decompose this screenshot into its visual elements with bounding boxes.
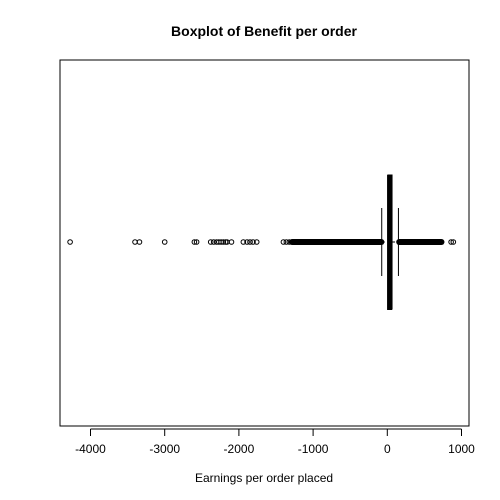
x-tick-label: 0 bbox=[384, 442, 391, 456]
x-tick-label: -3000 bbox=[149, 442, 180, 456]
x-tick-label: -1000 bbox=[298, 442, 329, 456]
x-tick-label: 1000 bbox=[448, 442, 475, 456]
x-tick-label: -4000 bbox=[75, 442, 106, 456]
x-tick-label: -2000 bbox=[224, 442, 255, 456]
chart-title: Boxplot of Benefit per order bbox=[171, 23, 357, 39]
x-axis-label: Earnings per order placed bbox=[195, 471, 333, 485]
